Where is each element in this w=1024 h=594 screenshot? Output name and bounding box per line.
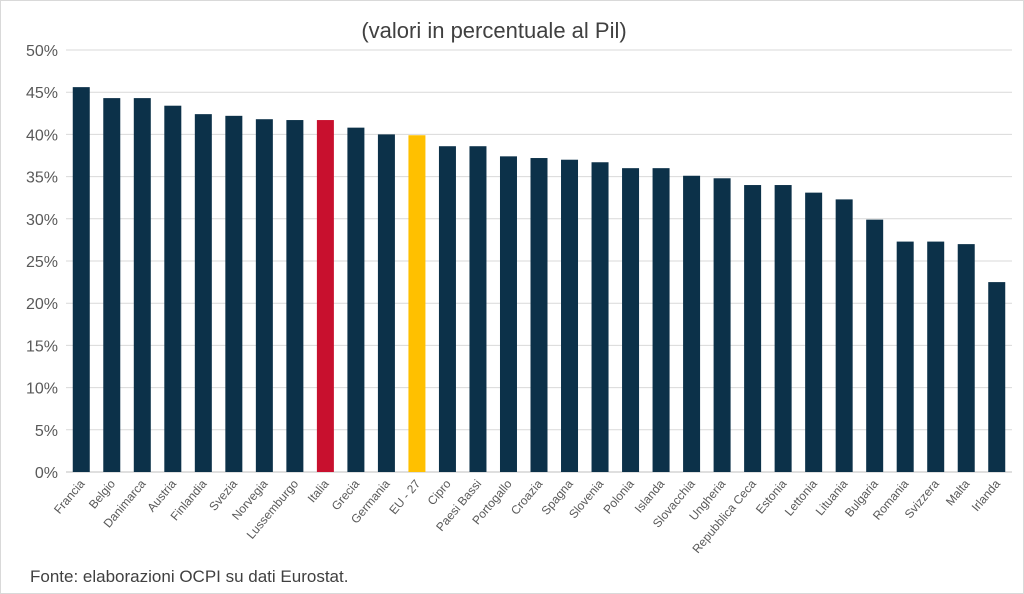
chart-title: (valori in percentuale al Pil)	[361, 18, 626, 43]
bar-eu-27	[408, 135, 426, 472]
y-tick-label: 5%	[35, 423, 58, 440]
x-tick-label: Croazia	[508, 477, 546, 518]
bar-slovenia	[591, 162, 609, 472]
bar-spagna	[561, 159, 579, 472]
y-tick-label: 35%	[26, 170, 58, 187]
bar-norvegia	[255, 119, 273, 472]
bar-romania	[896, 241, 914, 472]
y-tick-label: 25%	[26, 254, 58, 271]
bar-lussemburgo	[286, 120, 304, 472]
bar-germania	[377, 134, 395, 472]
x-tick-label: Cipro	[425, 477, 454, 508]
bar-lettonia	[805, 192, 823, 473]
bar-estonia	[774, 185, 792, 473]
bar-polonia	[622, 168, 640, 472]
y-tick-label: 15%	[26, 338, 58, 355]
bar-malta	[957, 244, 975, 472]
bar-ungheria	[713, 178, 731, 472]
bar-slovacchia	[683, 175, 701, 473]
bar-francia	[72, 87, 90, 473]
x-tick-label: Malta	[943, 477, 973, 509]
bar-croazia	[530, 158, 548, 473]
y-tick-label: 10%	[26, 381, 58, 398]
bar-islanda	[652, 168, 670, 472]
bar-italia	[316, 120, 334, 472]
bar-cipro	[438, 146, 456, 472]
bar-irlanda	[988, 282, 1006, 472]
bar-lituania	[835, 199, 853, 472]
bar-austria	[164, 105, 182, 472]
bar-portogallo	[499, 156, 517, 472]
bar-svezia	[225, 115, 243, 472]
x-tick-label: EU - 27	[386, 477, 423, 517]
bar-bulgaria	[866, 219, 884, 472]
x-tick-label: Italia	[305, 477, 332, 506]
x-tick-label: Irlanda	[969, 477, 1004, 514]
y-tick-label: 40%	[26, 127, 58, 144]
bar-danimarca	[133, 98, 151, 472]
bar-finlandia	[194, 114, 212, 473]
x-tick-label: Lettonia	[782, 477, 820, 519]
y-tick-label: 0%	[35, 465, 58, 482]
bar-repubblica-ceca	[744, 185, 762, 473]
source-note: Fonte: elaborazioni OCPI su dati Eurosta…	[30, 567, 348, 586]
bar-grecia	[347, 127, 365, 472]
y-tick-label: 45%	[26, 85, 58, 102]
bar-svizzera	[927, 241, 945, 472]
bar-belgio	[103, 98, 121, 472]
x-tick-label: Polonia	[600, 477, 637, 517]
y-tick-label: 20%	[26, 296, 58, 313]
x-tick-label: Francia	[51, 477, 88, 517]
y-tick-label: 30%	[26, 212, 58, 229]
bar-paesi-bassi	[469, 146, 487, 472]
y-tick-label: 50%	[26, 43, 58, 60]
